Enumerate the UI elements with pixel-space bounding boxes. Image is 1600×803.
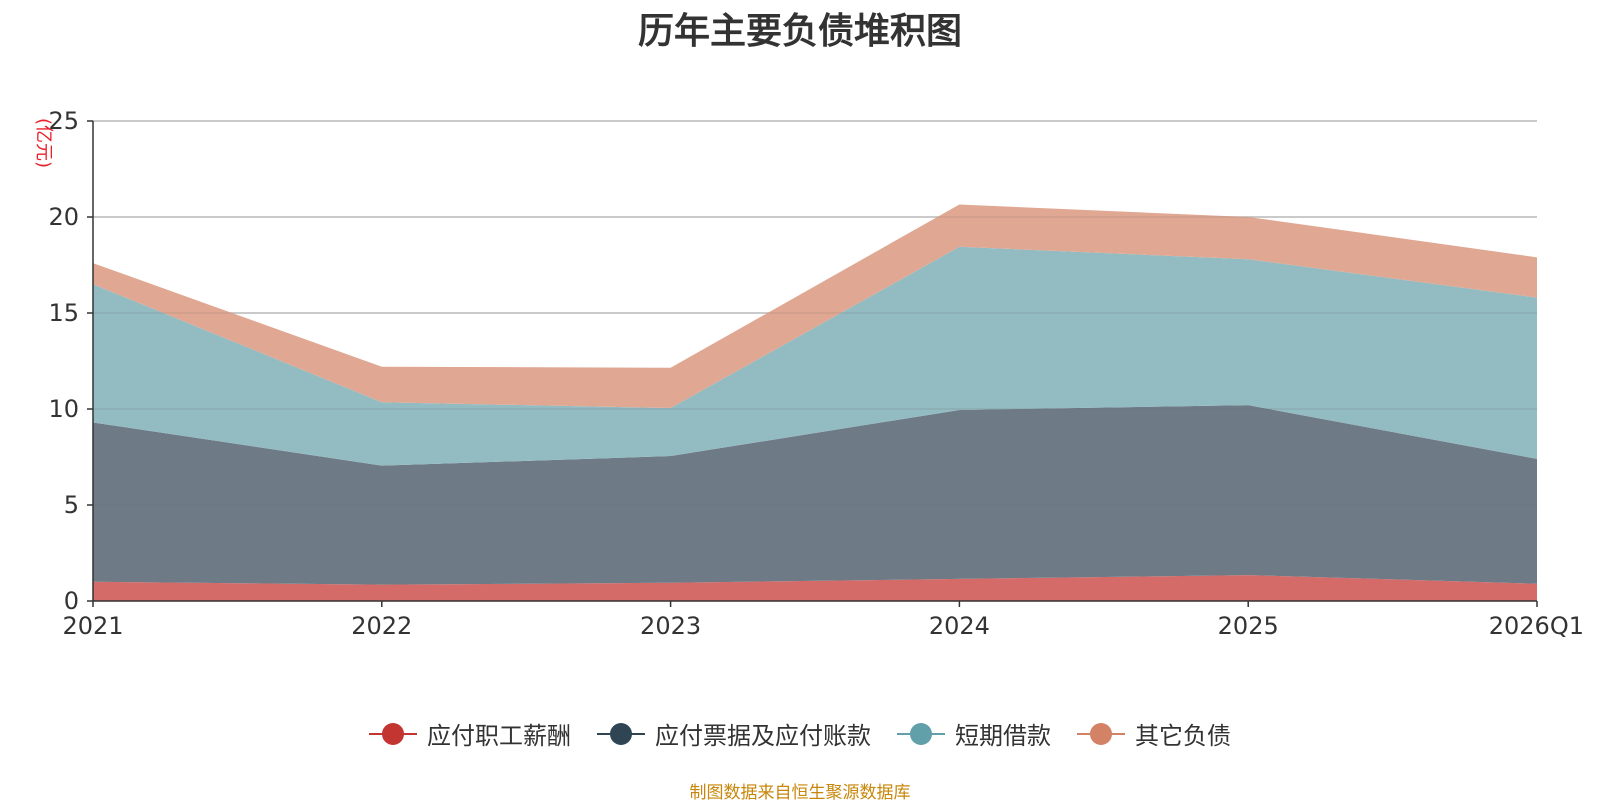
legend-label: 应付票据及应付账款 (655, 716, 871, 751)
legend-label: 应付职工薪酬 (427, 716, 571, 751)
legend-marker-icon (1077, 722, 1125, 746)
legend-marker-icon (597, 722, 645, 746)
x-tick-label-1: 2022 (351, 612, 412, 640)
y-tick-label-2: 10 (48, 395, 79, 423)
y-tick-label-1: 5 (64, 491, 79, 519)
legend-item-0[interactable]: 应付职工薪酬 (369, 716, 571, 751)
legend-dot-icon (1090, 723, 1112, 745)
legend: 应付职工薪酬 应付票据及应付账款 短期借款 其它负债 (0, 716, 1600, 751)
legend-item-3[interactable]: 其它负债 (1077, 716, 1231, 751)
y-tick-label-4: 20 (48, 203, 79, 231)
legend-label: 短期借款 (955, 716, 1051, 751)
y-tick-label-0: 0 (64, 587, 79, 615)
legend-item-1[interactable]: 应付票据及应付账款 (597, 716, 871, 751)
x-tick-label-3: 2024 (929, 612, 990, 640)
legend-marker-icon (369, 722, 417, 746)
legend-dot-icon (910, 723, 932, 745)
y-tick-label-3: 15 (48, 299, 79, 327)
legend-label: 其它负债 (1135, 716, 1231, 751)
data-source-note: 制图数据来自恒生聚源数据库 (0, 778, 1600, 803)
x-tick-label-5: 2026Q1 (1489, 612, 1584, 640)
legend-dot-icon (610, 723, 632, 745)
legend-item-2[interactable]: 短期借款 (897, 716, 1051, 751)
area-layer (93, 121, 1537, 601)
x-tick-label-4: 2025 (1218, 612, 1279, 640)
x-tick-label-2: 2023 (640, 612, 701, 640)
legend-dot-icon (382, 723, 404, 745)
y-axis-unit-label: (亿元) (33, 118, 54, 168)
legend-marker-icon (897, 722, 945, 746)
x-tick-label-0: 2021 (62, 612, 123, 640)
